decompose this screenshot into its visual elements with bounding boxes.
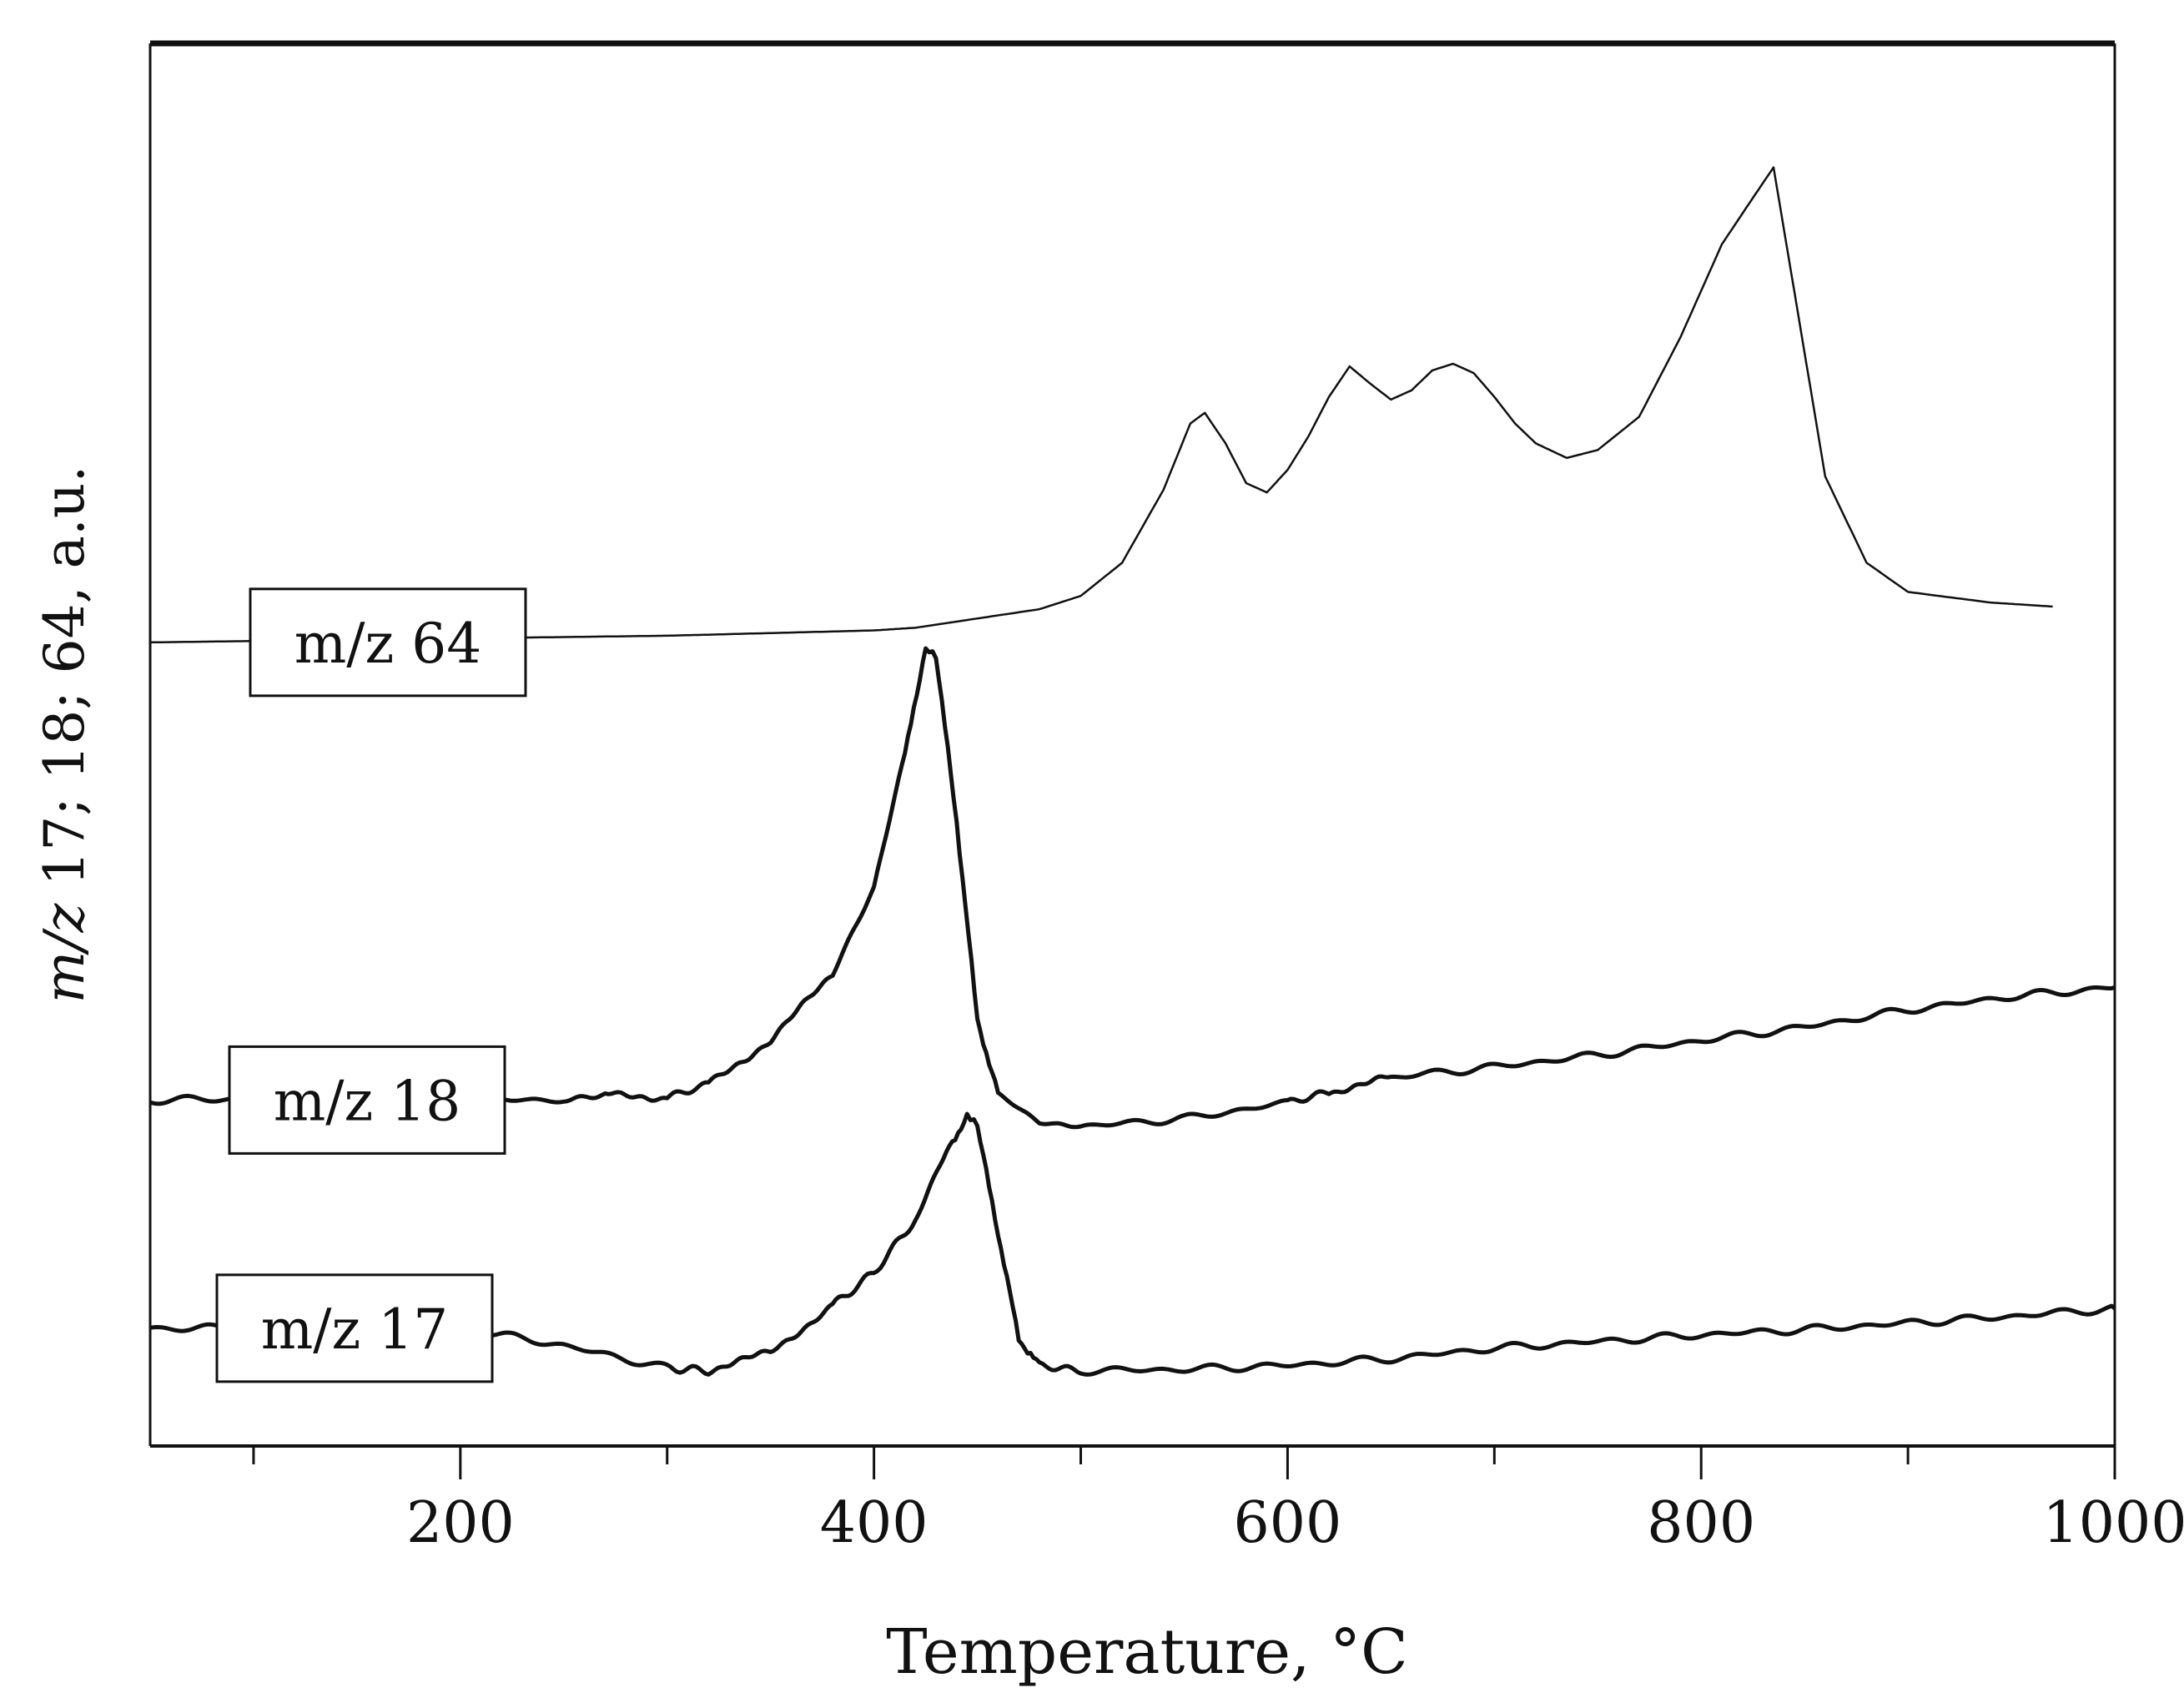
series-layer (149, 166, 2116, 1377)
x-ticks: 200 400 600 800 1000 (252, 1446, 2184, 1556)
x-axis-title: Temperature, °C (886, 1616, 1407, 1688)
x-tick-label: 800 (1647, 1490, 1755, 1556)
y-axis-title: m/z 17; 18; 64, a.u. (33, 466, 97, 1004)
series-line-m-z-64 (149, 166, 2053, 644)
series-label: m/z 17 (261, 1297, 449, 1362)
series-label-box (249, 587, 527, 698)
series-label-box (228, 1045, 506, 1155)
x-tick-label: 400 (820, 1490, 928, 1556)
y-axis-title-italic: m/z (33, 903, 97, 1004)
series-label: m/z 18 (274, 1069, 461, 1133)
y-axis-title-rest: 17; 18; 64, a.u. (33, 466, 97, 904)
series-labels: m/z 64 m/z 18 m/z 17 (215, 587, 527, 1383)
series-label: m/z 64 (294, 612, 482, 676)
x-tick-label: 600 (1234, 1490, 1342, 1556)
series-label-box (215, 1273, 494, 1383)
x-tick-label: 200 (406, 1490, 515, 1556)
x-tick-label: 1000 (2042, 1490, 2184, 1556)
plot-frame (148, 40, 2116, 1448)
